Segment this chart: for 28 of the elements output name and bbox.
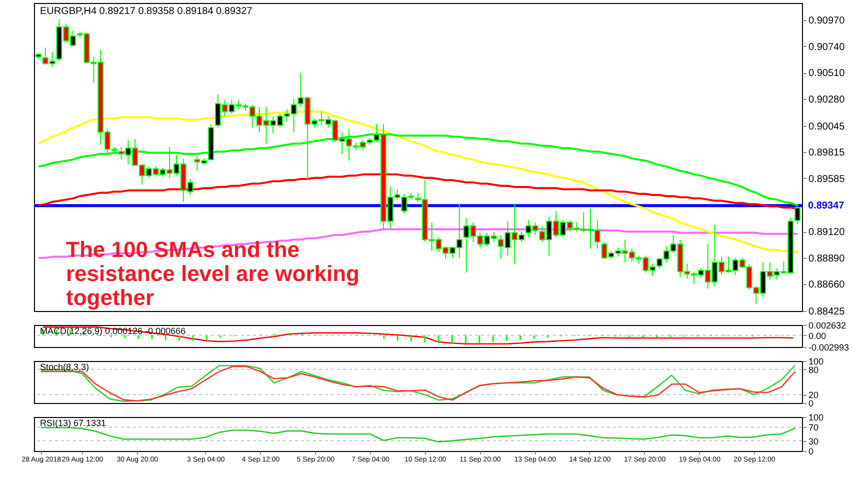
chart-title: Stoch(8,3,3) [40,362,90,372]
y-tick-label: -0.002993 [808,342,850,352]
y-tick-label: 20 [808,390,819,400]
y-tick-label: 100 [808,412,824,422]
line-series [40,426,796,442]
chart-title: RSI(13) 67.1331 [40,418,106,428]
y-tick-label: 30 [808,436,819,446]
y-tick-label: 0 [808,398,814,408]
y-tick-label: 0.90280 [808,94,846,106]
y-tick-label: 0.88425 [808,306,846,318]
y-tick-label: 80 [808,364,819,375]
y-tick-label: 0.002632 [808,320,846,330]
y-tick-label: 0.90740 [808,42,846,53]
y-tick-label: 0.00 [808,330,826,341]
y-tick-label: 0.89585 [808,174,846,185]
y-tick-label: 0.88660 [808,280,846,291]
y-tick-label: 0.88890 [808,253,846,264]
y-tick-label: 0.89120 [808,227,846,238]
y-tick-label: 0.90510 [808,68,846,80]
ref-line-label: 0.89347 [808,200,845,212]
y-tick-label: 0.90045 [808,121,846,132]
y-tick-label: 0.89815 [808,148,846,159]
y-tick-label: 0 [808,446,814,456]
y-tick-label: 100 [808,356,824,366]
y-tick-label: 0.90970 [808,16,846,27]
line-series [42,326,794,345]
y-tick-label: 70 [808,422,819,433]
chart-title: EURGBP,H4 0.89217 0.89358 0.89184 0.89327 [40,6,253,17]
